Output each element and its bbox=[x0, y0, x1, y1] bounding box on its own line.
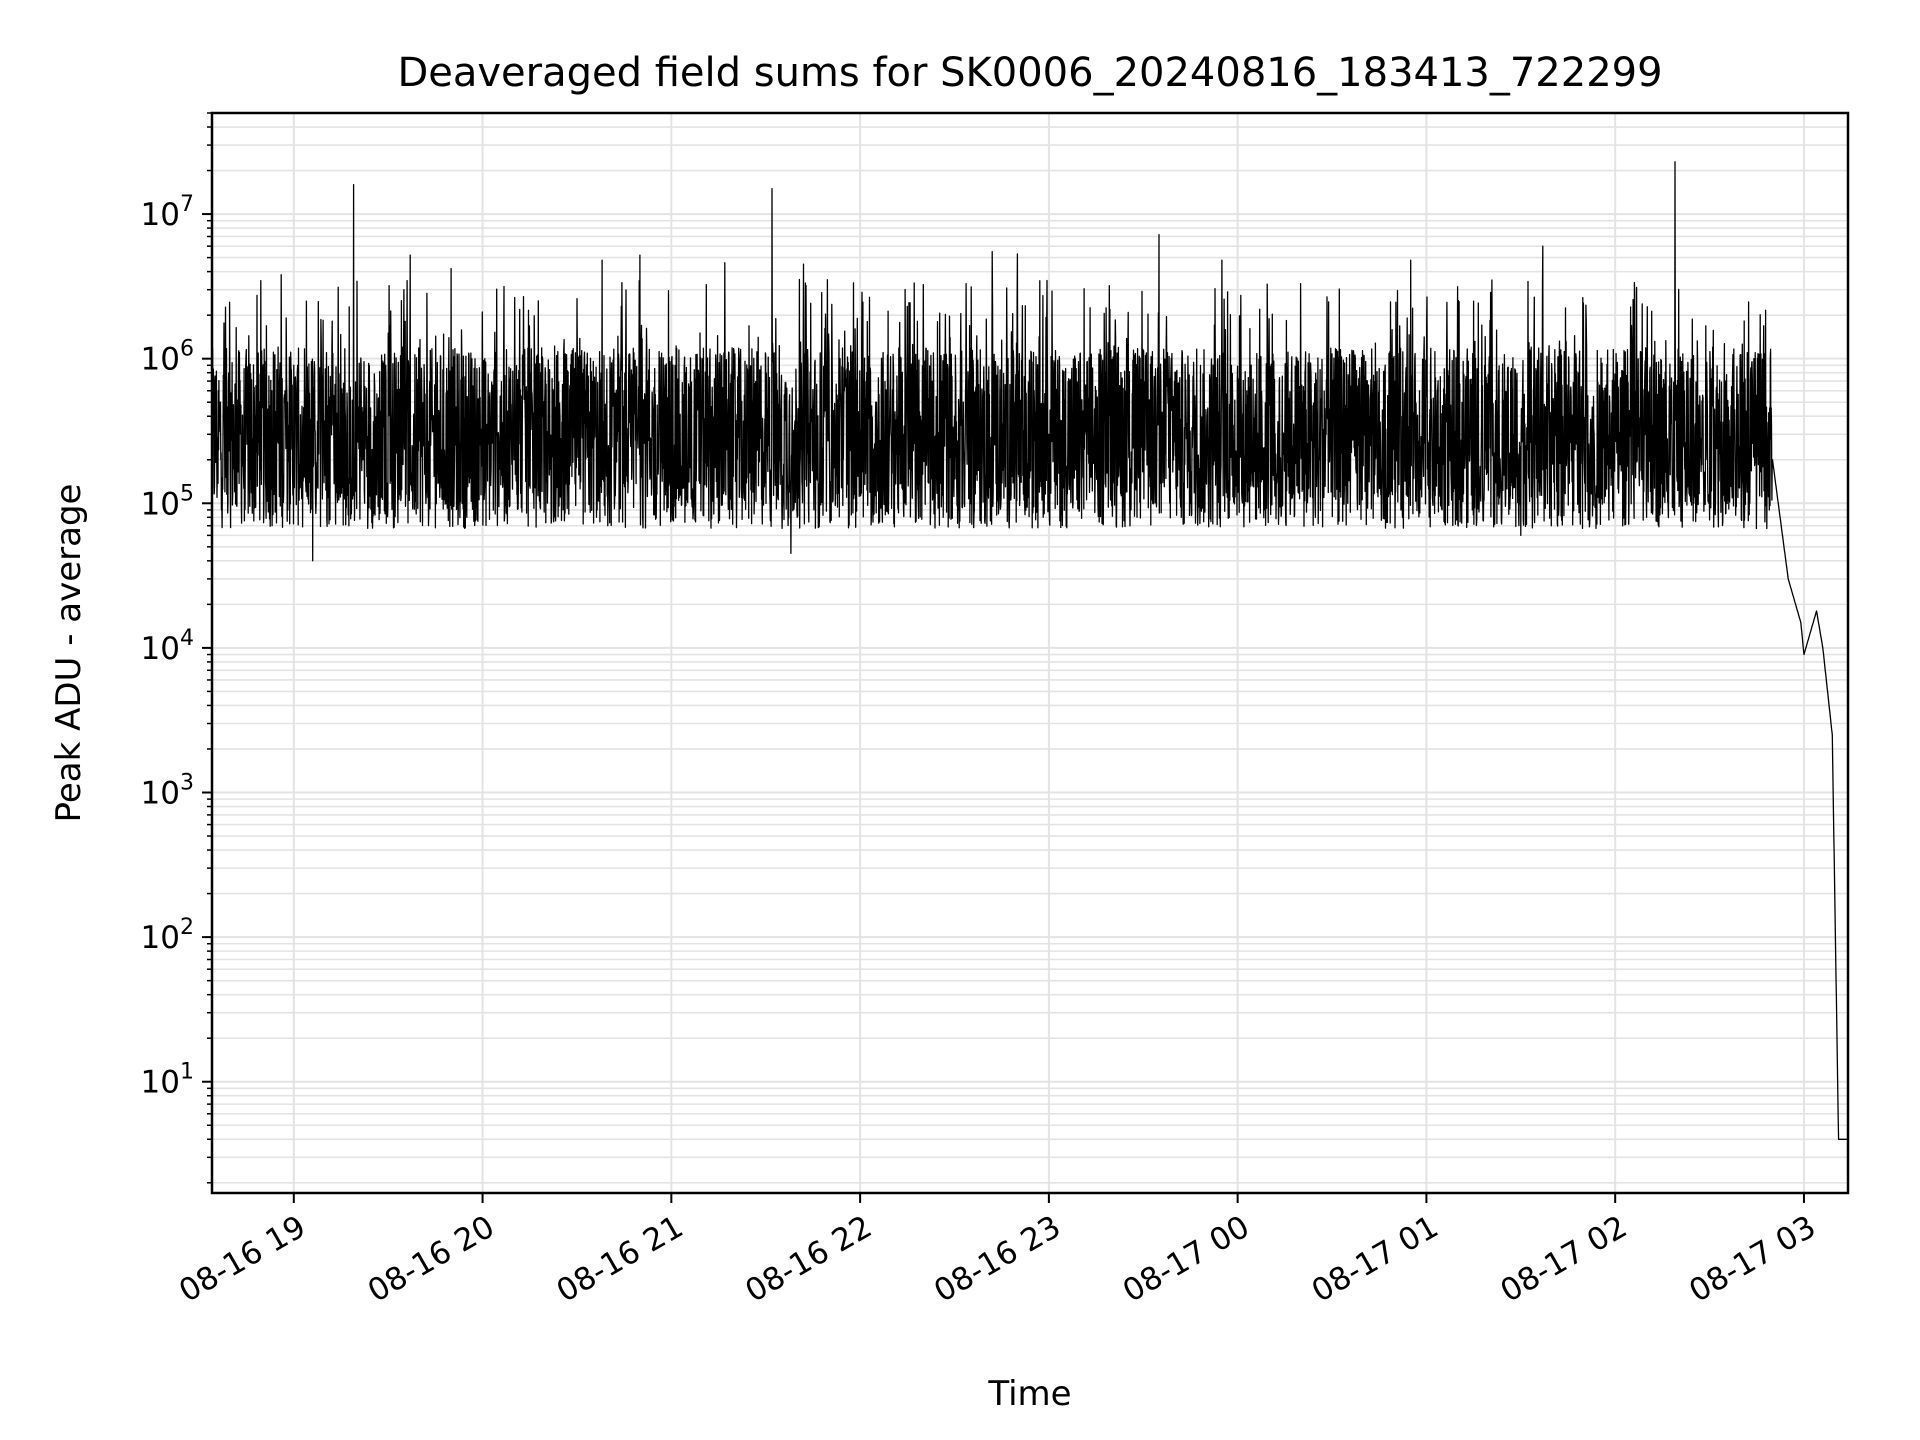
y-tick-label: 104 bbox=[141, 626, 194, 667]
y-tick-label: 107 bbox=[141, 192, 194, 233]
y-tick-label: 102 bbox=[141, 915, 194, 956]
chart-title: Deaveraged field sums for SK0006_2024081… bbox=[397, 50, 1662, 96]
x-axis-label: Time bbox=[987, 1374, 1071, 1414]
data-series bbox=[211, 161, 1849, 1140]
grid bbox=[212, 112, 1848, 1193]
y-axis-label: Peak ADU - average bbox=[49, 484, 89, 823]
y-tick-label: 105 bbox=[141, 481, 194, 522]
y-tick-label: 103 bbox=[141, 771, 194, 812]
y-tick-label: 101 bbox=[141, 1060, 194, 1101]
y-tick-label: 106 bbox=[141, 337, 194, 378]
series-line bbox=[211, 161, 1849, 1140]
plot-frame bbox=[210, 111, 1850, 1195]
